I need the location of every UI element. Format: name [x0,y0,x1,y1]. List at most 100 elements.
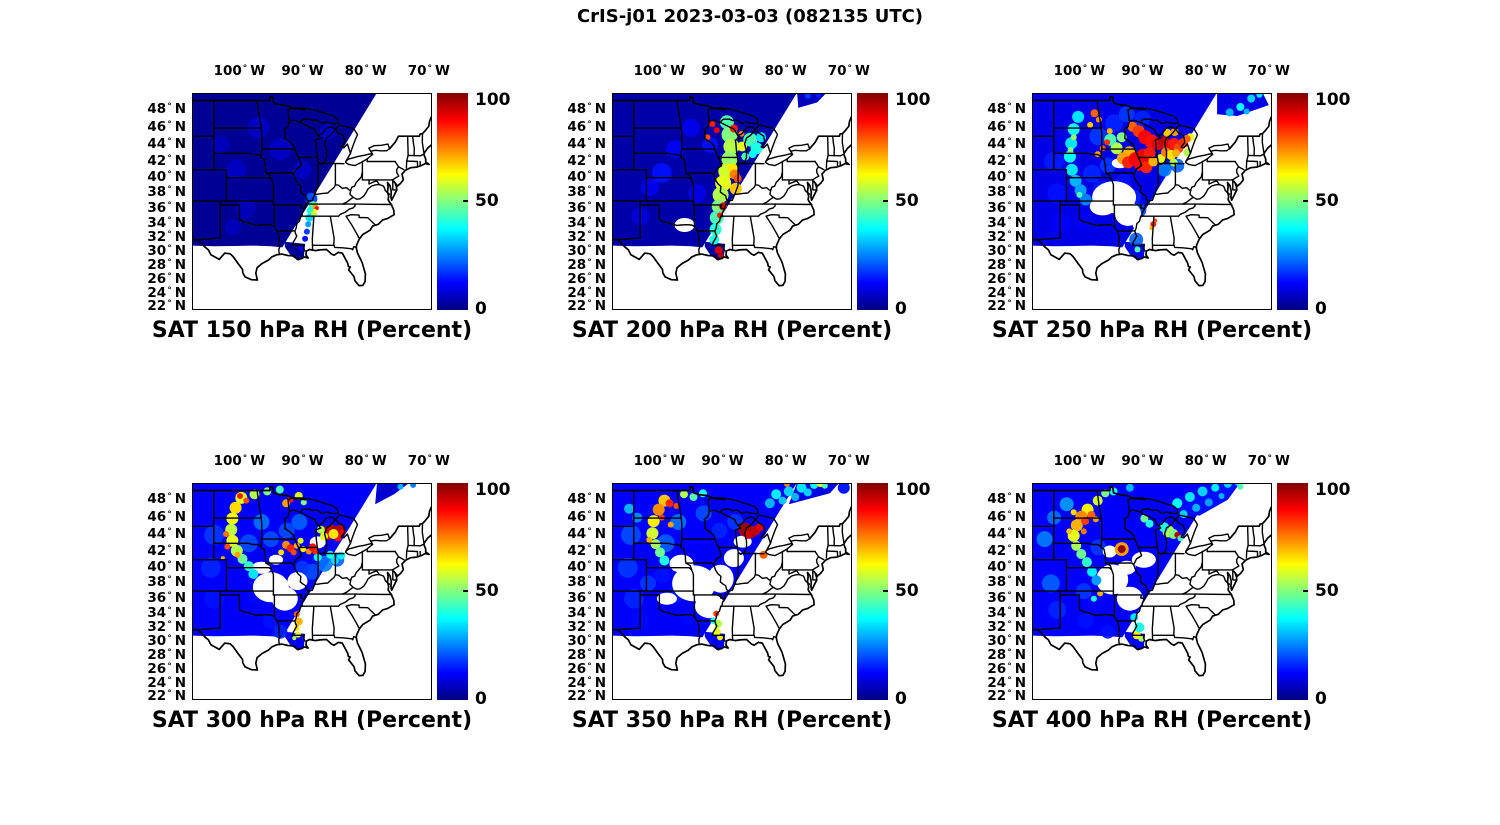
lat-tick-label: 48° N [987,100,1026,117]
lat-tick-label: 46° N [147,118,186,135]
lon-axis: 100° W 90° W 80° W 70° W [192,61,450,81]
lat-tick-label: 48° N [567,490,606,507]
lat-tick-label: 30° N [987,243,1026,260]
lat-tick-label: 26° N [987,271,1026,287]
colorbar-mid-tick [1303,590,1308,592]
lat-tick-label: 46° N [987,508,1026,525]
lat-tick-label: 44° N [567,135,606,152]
lat-tick-label: 44° N [567,525,606,542]
lon-axis: 100° W 90° W 80° W 70° W [192,451,450,471]
colorbar-label-mid: 50 [475,581,499,601]
lat-tick-label: 42° N [567,542,606,559]
lon-tick-label: 90° W [1121,453,1164,469]
colorbar: 100 50 0 [1277,481,1351,708]
lat-tick-label: 34° N [567,604,606,621]
colorbar-label-min: 0 [1315,299,1327,319]
lon-axis: 100° W 90° W 80° W 70° W [1032,451,1290,471]
lat-tick-label: 40° N [567,558,606,575]
colorbar-label-min: 0 [475,299,487,319]
lat-tick-label: 26° N [567,271,606,287]
colorbar-mid-tick [463,590,468,592]
lat-tick-label: 34° N [987,214,1026,231]
panel-title: SAT 250 hPa RH (Percent) [991,318,1313,343]
map-350hpa [612,483,852,700]
colorbar-label-mid: 50 [895,191,919,211]
map-400hpa [1032,483,1272,700]
lon-tick-label: 100° W [213,453,266,469]
lat-tick-label: 38° N [147,574,186,591]
colorbar-mid-tick [463,200,468,202]
panel-300hpa: 100° W 90° W 80° W 70° W 48° N 46° N 44° N 42° N 40° N 38… [117,438,517,758]
lon-tick-label: 100° W [1053,453,1106,469]
lat-tick-label: 22° N [567,687,606,704]
colorbar-mid-tick [883,200,888,202]
lon-tick-label: 70° W [407,453,450,469]
colorbar-label-mid: 50 [1315,581,1339,601]
lat-tick-label: 36° N [567,199,606,216]
lat-tick-label: 38° N [987,184,1026,201]
colorbar-gradient [437,483,468,700]
colorbar-mid-tick [1303,200,1308,202]
lon-tick-label: 70° W [407,63,450,79]
lat-axis: 48° N 46° N 44° N 42° N 40° N 38° N 36° N 34° N 32° N 30° N… [957,483,1028,703]
lat-tick-label: 34° N [987,604,1026,621]
lat-tick-label: 36° N [147,199,186,216]
lat-tick-label: 40° N [147,168,186,185]
lat-axis: 48° N 46° N 44° N 42° N 40° N 38° N 36° N 34° N 32° N 30° N… [117,483,188,703]
colorbar-label-min: 0 [1315,689,1327,709]
lon-tick-label: 70° W [1247,453,1290,469]
colorbar-label-max: 100 [475,90,511,110]
panel-400hpa: 100° W 90° W 80° W 70° W 48° N 46° N 44° N 42° N 40° N 38… [957,438,1357,758]
lon-axis: 100° W 90° W 80° W 70° W [612,451,870,471]
lon-tick-label: 100° W [1053,63,1106,79]
colorbar: 100 50 0 [1277,91,1351,318]
panel-150hpa: 100° W 90° W 80° W 70° W 48° N 46° N 44° N 42° N 40° N 38… [117,48,517,368]
lat-tick-label: 42° N [987,542,1026,559]
lat-tick-label: 22° N [147,687,186,704]
lat-tick-label: 26° N [147,271,186,287]
lat-tick-label: 48° N [147,490,186,507]
lat-tick-label: 40° N [567,168,606,185]
lat-tick-label: 44° N [987,135,1026,152]
lat-tick-label: 40° N [987,558,1026,575]
lat-tick-label: 34° N [147,604,186,621]
lat-tick-label: 30° N [147,633,186,650]
colorbar-label-min: 0 [475,689,487,709]
lat-tick-label: 34° N [147,214,186,231]
lat-tick-label: 38° N [567,574,606,591]
colorbar-label-max: 100 [895,480,931,500]
lat-tick-label: 32° N [567,619,606,636]
panel-250hpa: 100° W 90° W 80° W 70° W 48° N 46° N 44° N 42° N 40° N 38… [957,48,1357,368]
panel-title: SAT 300 hPa RH (Percent) [151,708,473,733]
lat-tick-label: 48° N [987,490,1026,507]
lon-tick-label: 80° W [764,453,807,469]
lon-tick-label: 70° W [827,63,870,79]
colorbar-label-min: 0 [895,299,907,319]
map-150hpa [192,93,432,310]
lat-axis: 48° N 46° N 44° N 42° N 40° N 38° N 36° N 34° N 32° N 30° N… [537,93,608,313]
lat-tick-label: 42° N [147,542,186,559]
lat-tick-label: 42° N [987,152,1026,169]
panel-350hpa: 100° W 90° W 80° W 70° W 48° N 46° N 44° N 42° N 40° N 38… [537,438,937,758]
lat-tick-label: 38° N [567,184,606,201]
colorbar-label-max: 100 [1315,90,1351,110]
lat-tick-label: 28° N [987,647,1026,664]
lat-tick-label: 24° N [987,674,1026,691]
lon-tick-label: 80° W [344,63,387,79]
lat-tick-label: 30° N [567,243,606,260]
lon-tick-label: 100° W [633,63,686,79]
lon-tick-label: 90° W [1121,63,1164,79]
lon-tick-label: 80° W [1184,63,1227,79]
colorbar-gradient [1277,483,1308,700]
lat-tick-label: 42° N [147,152,186,169]
lat-tick-label: 32° N [147,229,186,246]
lat-tick-label: 42° N [567,152,606,169]
lon-tick-label: 90° W [281,63,324,79]
lat-tick-label: 24° N [987,284,1026,301]
lat-tick-label: 44° N [147,525,186,542]
lon-tick-label: 90° W [701,453,744,469]
lat-tick-label: 22° N [567,297,606,314]
lat-tick-label: 46° N [567,508,606,525]
lat-tick-label: 28° N [567,257,606,274]
